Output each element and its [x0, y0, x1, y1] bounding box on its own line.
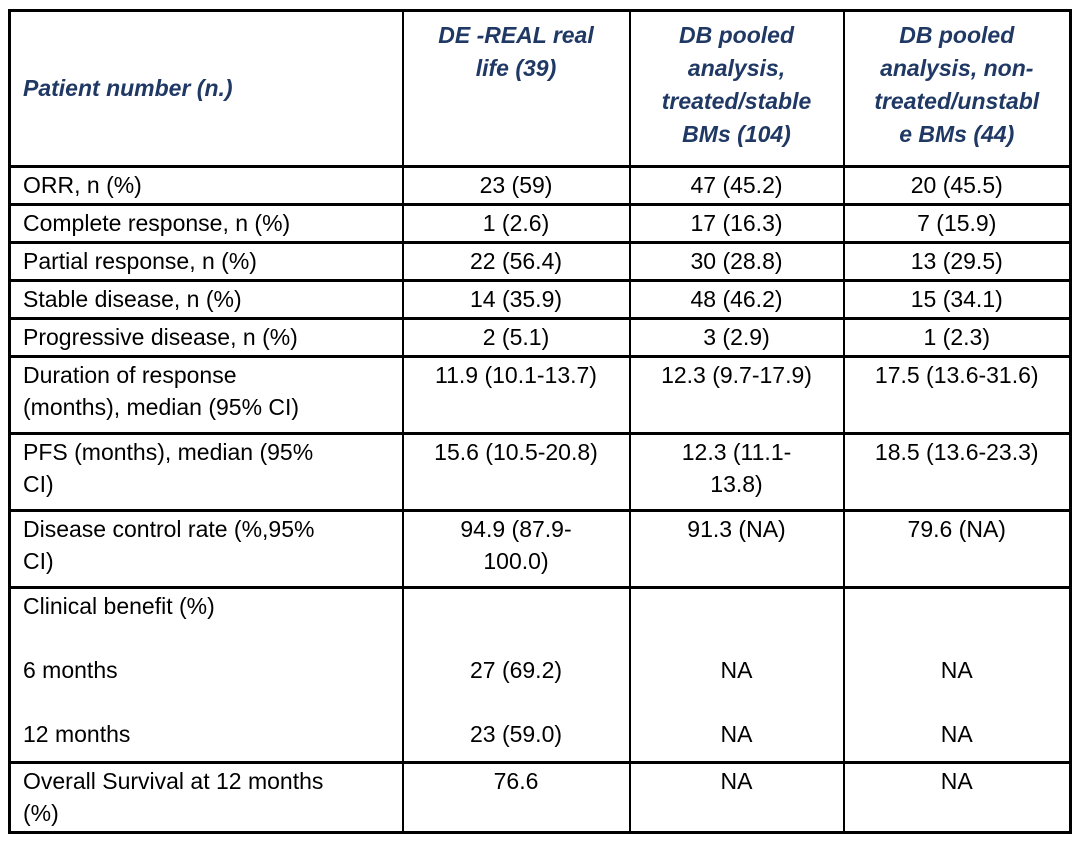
value-dereal: 76.6	[401, 761, 631, 834]
value-db-treated: NA	[628, 761, 845, 834]
header-db-pooled-treated: DB pooled analysis, treated/stable BMs (…	[628, 9, 845, 168]
results-table-container: Patient number (n.) DE -REAL real life (…	[8, 9, 1072, 834]
value-db-untreated: 79.6 (NA)	[842, 509, 1072, 589]
value-db-treated: 3 (2.9)	[628, 317, 845, 358]
value-db-untreated: NA	[842, 761, 1072, 834]
table-row-complete-response: Complete response, n (%) 1 (2.6) 17 (16.…	[8, 203, 1072, 244]
table-row-overall-survival: Overall Survival at 12 months (%) 76.6 N…	[8, 761, 1072, 834]
table-row-duration-of-response: Duration of response (months), median (9…	[8, 355, 1072, 435]
value-dereal: 2 (5.1)	[401, 317, 631, 358]
value-db-untreated: 17.5 (13.6-31.6)	[842, 355, 1072, 435]
value-db-treated: 17 (16.3)	[628, 203, 845, 244]
value-db-untreated: 7 (15.9)	[842, 203, 1072, 244]
value-db-treated: 47 (45.2)	[628, 165, 845, 206]
value-dereal: 23 (59)	[401, 165, 631, 206]
value-dereal: 1 (2.6)	[401, 203, 631, 244]
value-db-treated: 48 (46.2)	[628, 279, 845, 320]
header-row: Patient number (n.) DE -REAL real life (…	[8, 9, 1072, 168]
value-dereal: 11.9 (10.1-13.7)	[401, 355, 631, 435]
metric-label: ORR, n (%)	[8, 165, 404, 206]
metric-label: Progressive disease, n (%)	[8, 317, 404, 358]
table-row-progressive-disease: Progressive disease, n (%) 2 (5.1) 3 (2.…	[8, 317, 1072, 358]
value-db-treated: 12.3 (11.1- 13.8)	[628, 432, 845, 512]
table-row-pfs: PFS (months), median (95% CI) 15.6 (10.5…	[8, 432, 1072, 512]
value-dereal: 15.6 (10.5-20.8)	[401, 432, 631, 512]
metric-label: Stable disease, n (%)	[8, 279, 404, 320]
value-db-untreated: 18.5 (13.6-23.3)	[842, 432, 1072, 512]
metric-label: Partial response, n (%)	[8, 241, 404, 282]
header-patient-number: Patient number (n.)	[8, 9, 404, 168]
header-db-pooled-untreated: DB pooled analysis, non- treated/unstabl…	[842, 9, 1072, 168]
value-dereal: 14 (35.9)	[401, 279, 631, 320]
value-db-untreated: NA NA	[842, 586, 1072, 764]
table-row-clinical-benefit: Clinical benefit (%) 6 months 12 months …	[8, 586, 1072, 764]
table-row-stable-disease: Stable disease, n (%) 14 (35.9) 48 (46.2…	[8, 279, 1072, 320]
metric-label: Disease control rate (%,95% CI)	[8, 509, 404, 589]
metric-label: Clinical benefit (%) 6 months 12 months	[8, 586, 404, 764]
value-db-treated: 91.3 (NA)	[628, 509, 845, 589]
header-dereal-real-life: DE -REAL real life (39)	[401, 9, 631, 168]
value-db-untreated: 1 (2.3)	[842, 317, 1072, 358]
value-db-treated: 30 (28.8)	[628, 241, 845, 282]
metric-label: Duration of response (months), median (9…	[8, 355, 404, 435]
table-row-partial-response: Partial response, n (%) 22 (56.4) 30 (28…	[8, 241, 1072, 282]
table-row-orr: ORR, n (%) 23 (59) 47 (45.2) 20 (45.5)	[8, 165, 1072, 206]
value-db-untreated: 15 (34.1)	[842, 279, 1072, 320]
value-db-untreated: 13 (29.5)	[842, 241, 1072, 282]
table-row-disease-control-rate: Disease control rate (%,95% CI) 94.9 (87…	[8, 509, 1072, 589]
value-dereal: 27 (69.2) 23 (59.0)	[401, 586, 631, 764]
results-table: Patient number (n.) DE -REAL real life (…	[8, 9, 1072, 834]
metric-label: Complete response, n (%)	[8, 203, 404, 244]
value-db-treated: 12.3 (9.7-17.9)	[628, 355, 845, 435]
metric-label: Overall Survival at 12 months (%)	[8, 761, 404, 834]
value-db-treated: NA NA	[628, 586, 845, 764]
value-dereal: 94.9 (87.9- 100.0)	[401, 509, 631, 589]
metric-label: PFS (months), median (95% CI)	[8, 432, 404, 512]
value-dereal: 22 (56.4)	[401, 241, 631, 282]
value-db-untreated: 20 (45.5)	[842, 165, 1072, 206]
